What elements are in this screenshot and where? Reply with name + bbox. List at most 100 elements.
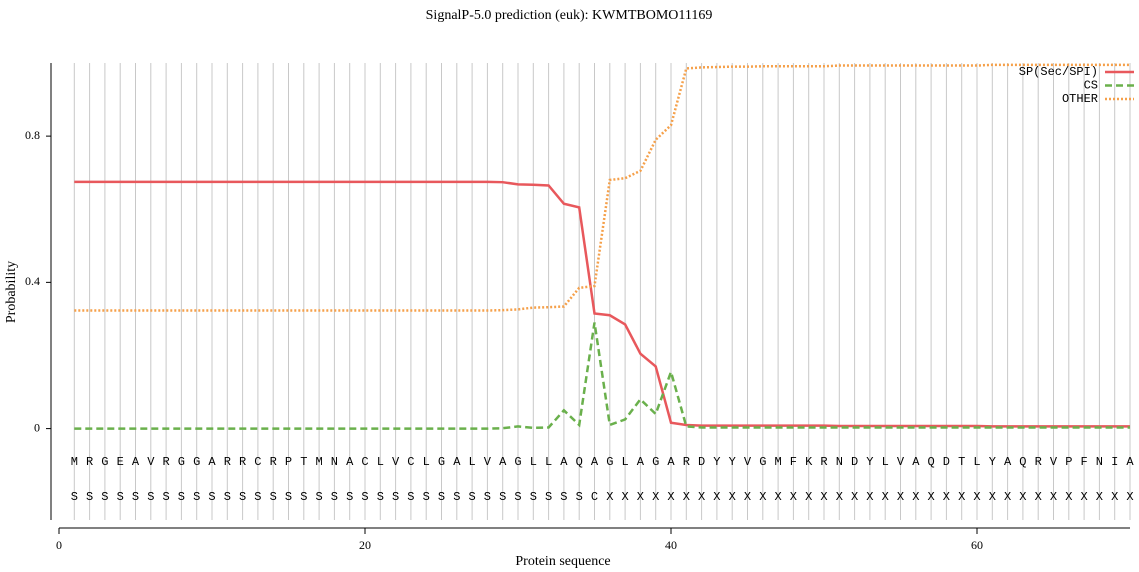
residue: P bbox=[1065, 455, 1072, 469]
annotation: S bbox=[285, 490, 292, 504]
annotation: S bbox=[453, 490, 460, 504]
residue: V bbox=[897, 455, 905, 469]
annotation: S bbox=[300, 490, 307, 504]
series-line bbox=[74, 63, 1130, 312]
x-tick-label: 40 bbox=[665, 538, 677, 552]
residue: L bbox=[621, 455, 628, 469]
residue: C bbox=[407, 455, 414, 469]
annotation: S bbox=[178, 490, 185, 504]
residue: P bbox=[285, 455, 292, 469]
residue: A bbox=[1126, 455, 1134, 469]
annotation: S bbox=[346, 490, 353, 504]
annotation: X bbox=[652, 490, 659, 504]
residue: T bbox=[958, 455, 965, 469]
annotation: S bbox=[86, 490, 93, 504]
annotation: X bbox=[774, 490, 781, 504]
annotation: X bbox=[851, 490, 858, 504]
residue: A bbox=[499, 455, 507, 469]
residue: M bbox=[315, 455, 322, 469]
residue: L bbox=[882, 455, 889, 469]
annotation: X bbox=[1065, 490, 1072, 504]
residue: G bbox=[193, 455, 200, 469]
residue: Y bbox=[866, 455, 873, 469]
residue: N bbox=[836, 455, 843, 469]
annotation: X bbox=[866, 490, 873, 504]
residue: M bbox=[774, 455, 781, 469]
annotation: X bbox=[1096, 490, 1103, 504]
annotation: S bbox=[468, 490, 475, 504]
residue: A bbox=[1004, 455, 1012, 469]
annotation: S bbox=[407, 490, 414, 504]
residue: V bbox=[147, 455, 155, 469]
y-tick-label: 0.8 bbox=[25, 128, 40, 142]
annotation: S bbox=[315, 490, 322, 504]
annotation: X bbox=[882, 490, 889, 504]
residue: G bbox=[514, 455, 521, 469]
annotation: X bbox=[637, 490, 644, 504]
annotation: X bbox=[805, 490, 812, 504]
annotation: S bbox=[147, 490, 154, 504]
annotation: X bbox=[1004, 490, 1011, 504]
residue: V bbox=[744, 455, 752, 469]
series-line bbox=[74, 322, 1130, 430]
residue: L bbox=[530, 455, 537, 469]
series-line bbox=[74, 180, 1130, 428]
residue: G bbox=[606, 455, 613, 469]
annotation: X bbox=[790, 490, 797, 504]
annotation: S bbox=[254, 490, 261, 504]
annotation: S bbox=[239, 490, 246, 504]
y-axis-label: Probability bbox=[4, 261, 19, 323]
annotation: S bbox=[377, 490, 384, 504]
residue: I bbox=[1111, 455, 1118, 469]
residue: A bbox=[591, 455, 599, 469]
residue: V bbox=[1050, 455, 1058, 469]
annotation: S bbox=[514, 490, 521, 504]
annotation: X bbox=[1035, 490, 1042, 504]
residue: R bbox=[683, 455, 690, 469]
x-tick-label: 0 bbox=[56, 538, 62, 552]
annotation: X bbox=[1019, 490, 1026, 504]
residue: Y bbox=[713, 455, 720, 469]
annotation: X bbox=[927, 490, 934, 504]
residue: Y bbox=[729, 455, 736, 469]
residue: V bbox=[392, 455, 400, 469]
residue: L bbox=[973, 455, 980, 469]
chart-title: SignalP-5.0 prediction (euk): KWMTBOMO11… bbox=[426, 8, 713, 23]
residue: A bbox=[453, 455, 461, 469]
residue: Q bbox=[927, 455, 934, 469]
legend-label: SP(Sec/SPI) bbox=[1019, 65, 1098, 79]
annotation: X bbox=[989, 490, 996, 504]
residue: C bbox=[361, 455, 368, 469]
residue: D bbox=[851, 455, 858, 469]
residue: E bbox=[117, 455, 124, 469]
annotation: X bbox=[973, 490, 980, 504]
residue: N bbox=[331, 455, 338, 469]
residue: R bbox=[1035, 455, 1042, 469]
annotation: S bbox=[423, 490, 430, 504]
annotation: S bbox=[576, 490, 583, 504]
annotation: S bbox=[162, 490, 169, 504]
y-tick-label: 0.4 bbox=[25, 274, 40, 288]
residue: G bbox=[178, 455, 185, 469]
annotation: X bbox=[1080, 490, 1087, 504]
residue: F bbox=[790, 455, 797, 469]
residue: R bbox=[162, 455, 169, 469]
residue: A bbox=[132, 455, 140, 469]
residue: D bbox=[943, 455, 950, 469]
residue: G bbox=[438, 455, 445, 469]
annotation: S bbox=[331, 490, 338, 504]
annotation: S bbox=[71, 490, 78, 504]
residue: A bbox=[912, 455, 920, 469]
legend-label: OTHER bbox=[1062, 92, 1098, 106]
annotation: S bbox=[208, 490, 215, 504]
annotation: X bbox=[667, 490, 674, 504]
annotation: X bbox=[759, 490, 766, 504]
residue: G bbox=[652, 455, 659, 469]
residue: A bbox=[346, 455, 354, 469]
annotation: X bbox=[820, 490, 827, 504]
annotation: S bbox=[530, 490, 537, 504]
annotation: X bbox=[836, 490, 843, 504]
annotation: X bbox=[943, 490, 950, 504]
residue: A bbox=[560, 455, 568, 469]
